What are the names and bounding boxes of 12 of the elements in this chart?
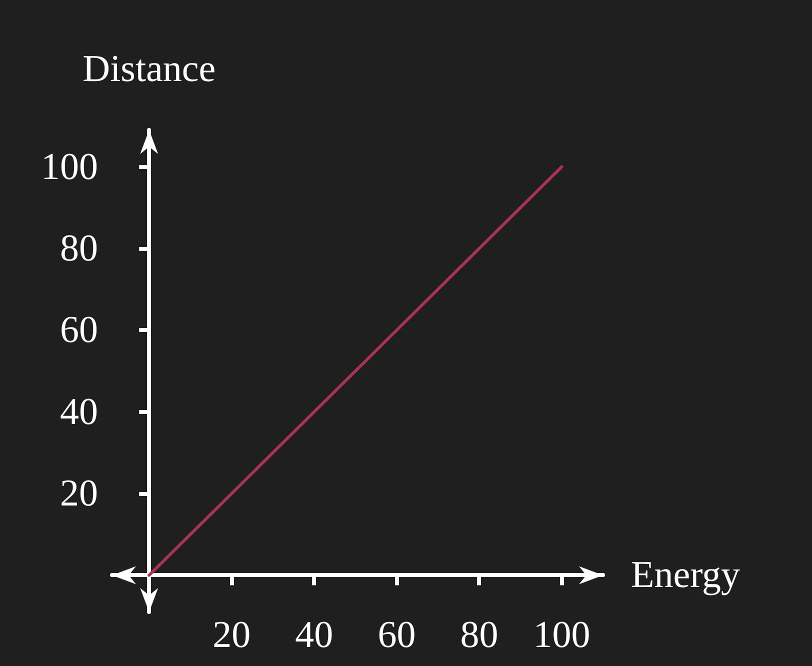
y-tick-label: 60: [60, 309, 98, 352]
y-tick-label: 40: [60, 390, 98, 433]
x-tick-label: 80: [460, 614, 498, 656]
x-tick-label: 100: [533, 614, 590, 656]
y-tick-label: 20: [60, 472, 98, 515]
y-tick-label: 100: [41, 146, 98, 188]
y-axis-title: Distance: [82, 48, 216, 90]
x-tick-label: 20: [212, 614, 251, 656]
x-axis-title: Energy: [631, 554, 740, 596]
x-tick-label: 60: [378, 614, 416, 656]
y-tick-label: 80: [60, 227, 98, 270]
x-tick-label: 40: [295, 614, 334, 656]
